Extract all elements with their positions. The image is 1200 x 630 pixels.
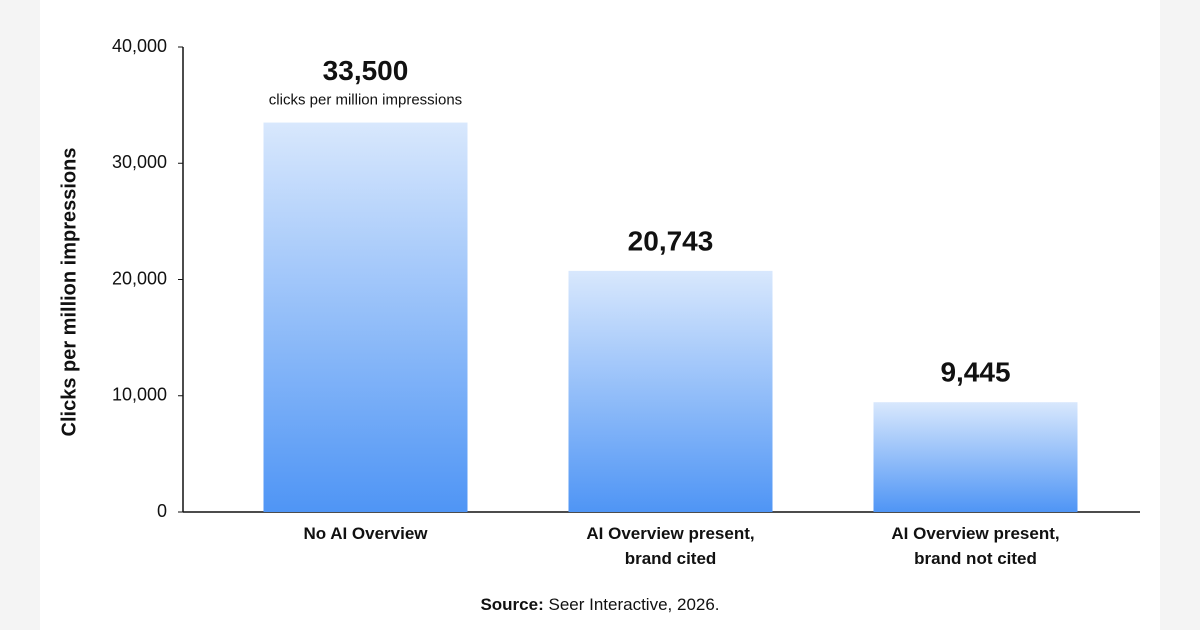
bar — [568, 270, 773, 512]
x-tick-label: No AI Overview — [303, 524, 428, 543]
value-label: 33,500 — [323, 55, 409, 86]
y-tick-label: 20,000 — [112, 268, 167, 288]
bar — [263, 122, 468, 512]
y-tick-label: 0 — [157, 501, 167, 521]
bar — [873, 402, 1078, 512]
source: Source: Seer Interactive, 2026. — [480, 595, 719, 614]
source-label: Source: — [480, 595, 543, 614]
x-tick-label: AI Overview present, brand not cited — [891, 524, 1060, 568]
y-tick-label: 30,000 — [112, 152, 167, 172]
y-axis-title: Clicks per million impressions — [58, 148, 80, 437]
annotation: clicks per million impressions — [269, 92, 462, 109]
value-label: 9,445 — [940, 357, 1010, 388]
y-tick-label: 40,000 — [112, 36, 167, 56]
source-text: Seer Interactive, 2026. — [548, 595, 719, 614]
y-tick-label: 10,000 — [112, 385, 167, 405]
value-label: 20,743 — [628, 225, 714, 256]
x-tick-label: AI Overview present, brand cited — [586, 524, 755, 568]
